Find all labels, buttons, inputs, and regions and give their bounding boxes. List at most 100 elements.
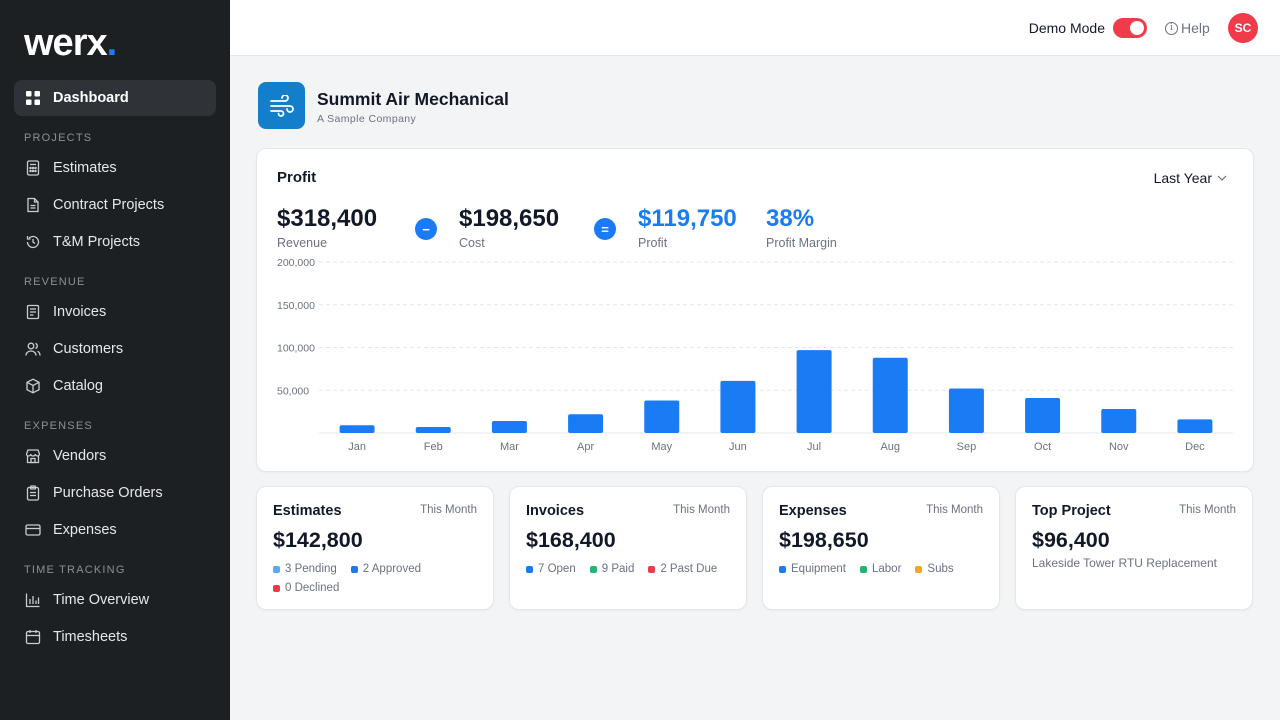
company-subtitle: A Sample Company [317, 113, 417, 125]
credit-card-icon [24, 521, 42, 539]
estimates-legend: 3 Pending 2 Approved [273, 563, 435, 575]
toggle-knob [1130, 21, 1144, 35]
legend-item-equipment: Equipment [779, 563, 846, 575]
demo-mode-label: Demo Mode [1028, 20, 1105, 36]
bar-jul[interactable] [796, 350, 832, 433]
sidebar-item-catalog[interactable]: Catalog [14, 368, 216, 404]
legend-swatch [273, 584, 280, 592]
sidebar-item-contract-projects[interactable]: Contract Projects [14, 187, 216, 223]
sidebar-item-label: Expenses [53, 522, 117, 538]
revenue-value: $318,400 [277, 205, 378, 232]
invoice-icon [24, 303, 42, 321]
bar-jun[interactable] [720, 380, 756, 433]
margin-value: 38% [766, 205, 815, 232]
grid-icon [24, 89, 42, 107]
sidebar-item-label: Timesheets [53, 629, 128, 645]
equals-icon: = [594, 218, 616, 240]
legend-item-labor: Labor [859, 563, 901, 575]
period-dropdown[interactable]: Last Year [1154, 170, 1227, 186]
bar-dec[interactable] [1177, 419, 1213, 433]
sidebar-item-invoices[interactable]: Invoices [14, 294, 216, 330]
top-project-card[interactable]: Top Project This Month $96,400 Lakeside … [1015, 486, 1253, 610]
invoices-card-value: $168,400 [526, 528, 616, 552]
sidebar-item-expenses[interactable]: Expenses [14, 512, 216, 548]
profit-label: Profit [638, 236, 668, 250]
legend-item-past-due: 2 Past Due [648, 563, 717, 575]
cost-value: $198,650 [459, 205, 560, 232]
x-tick-label: Jul [807, 441, 821, 453]
top-project-card-title: Top Project [1032, 503, 1111, 519]
bar-may[interactable] [644, 400, 680, 433]
company-name: Summit Air Mechanical [317, 89, 509, 109]
sidebar-item-label: Time Overview [53, 592, 150, 608]
x-tick-label: Jan [348, 441, 366, 453]
section-label-revenue: REVENUE [24, 276, 86, 288]
section-label-expenses: EXPENSES [24, 420, 93, 432]
bar-feb[interactable] [415, 427, 451, 433]
profit-bar-chart: 200,000 150,000 100,000 50,000 Jan Feb Mar Apr M… [277, 257, 1233, 453]
avatar[interactable]: SC [1228, 13, 1258, 43]
sidebar-item-time-overview[interactable]: Time Overview [14, 582, 216, 618]
sidebar-item-customers[interactable]: Customers [14, 331, 216, 367]
app-logo[interactable]: werx. [24, 22, 118, 64]
sidebar-item-label: Catalog [53, 378, 103, 394]
sidebar-item-label: Estimates [53, 160, 117, 176]
invoices-card-title: Invoices [526, 503, 585, 519]
section-label-time-tracking: TIME TRACKING [24, 564, 126, 576]
users-icon [24, 340, 42, 358]
bar-sep[interactable] [948, 388, 984, 433]
sidebar-item-vendors[interactable]: Vendors [14, 438, 216, 474]
expenses-card-value: $198,650 [779, 528, 869, 552]
sidebar-item-label: Contract Projects [53, 197, 165, 213]
expenses-card[interactable]: Expenses This Month $198,650 Equipment L… [762, 486, 1000, 610]
legend-label: 2 Past Due [660, 563, 718, 575]
legend-label: 2 Approved [362, 563, 421, 575]
help-button[interactable]: i Help [1165, 20, 1210, 36]
sidebar-item-estimates[interactable]: Estimates [14, 150, 216, 186]
x-tick-label: Nov [1109, 441, 1129, 453]
demo-mode-toggle[interactable] [1113, 18, 1147, 38]
x-tick-label: May [651, 441, 672, 453]
bar-aug[interactable] [872, 357, 908, 433]
estimates-card-value: $142,800 [273, 528, 363, 552]
expenses-card-title: Expenses [779, 503, 847, 519]
top-bar: Demo Mode i Help SC [230, 0, 1280, 56]
legend-label: 7 Open [538, 563, 576, 575]
sidebar-item-label: Customers [53, 341, 124, 357]
sidebar-item-label: Vendors [53, 448, 107, 464]
bar-oct[interactable] [1025, 397, 1061, 433]
invoices-card[interactable]: Invoices This Month $168,400 7 Open 9 Pa… [509, 486, 747, 610]
y-tick-label: 150,000 [277, 300, 315, 312]
legend-swatch [589, 565, 597, 573]
bar-mar[interactable] [491, 421, 527, 433]
logo-text: werx [24, 22, 108, 64]
top-project-name: Lakeside Tower RTU Replacement [1032, 556, 1217, 570]
legend-label: Equipment [791, 563, 846, 575]
logo-dot: . [106, 22, 118, 64]
document-icon [24, 196, 42, 214]
sidebar-item-purchase-orders[interactable]: Purchase Orders [14, 475, 216, 511]
legend-item-open: 7 Open [526, 563, 576, 575]
estimates-card-period: This Month [420, 504, 477, 516]
clipboard-icon [24, 484, 42, 502]
estimates-card-title: Estimates [273, 503, 342, 519]
estimates-card[interactable]: Estimates This Month $142,800 3 Pending … [256, 486, 494, 610]
history-icon [24, 233, 42, 251]
x-tick-label: Oct [1034, 441, 1051, 453]
bar-apr[interactable] [568, 414, 604, 433]
sidebar-item-dashboard[interactable]: Dashboard [14, 80, 216, 116]
x-tick-label: Sep [957, 441, 977, 453]
calendar-icon [24, 628, 42, 646]
legend-item-paid: 9 Paid [589, 563, 634, 575]
sidebar-item-label: Invoices [53, 304, 107, 320]
profit-card: Profit Last Year $318,400 Revenue − $198… [256, 148, 1254, 472]
sidebar-item-tm-projects[interactable]: T&M Projects [14, 224, 216, 260]
legend-label: Subs [927, 563, 954, 575]
legend-swatch [273, 565, 280, 573]
legend-swatch [526, 565, 533, 573]
bar-jan[interactable] [339, 425, 375, 433]
sidebar: werx. Dashboard PROJECTS Estimates Contr… [0, 0, 230, 720]
expenses-legend: Equipment Labor Subs [779, 563, 968, 575]
sidebar-item-timesheets[interactable]: Timesheets [14, 619, 216, 655]
bar-nov[interactable] [1101, 409, 1137, 433]
